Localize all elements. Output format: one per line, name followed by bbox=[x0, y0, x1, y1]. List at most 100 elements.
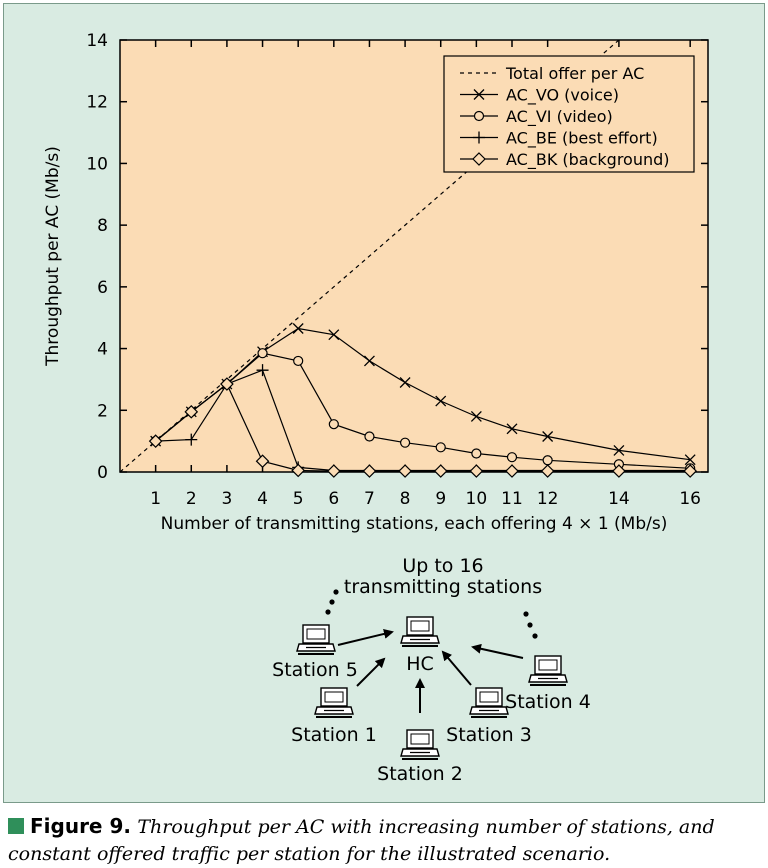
legend: Total offer per AC AC_VO (voice)AC_VI (vi… bbox=[443, 55, 695, 173]
y-axis-label: Throughput per AC (Mb/s) bbox=[43, 146, 63, 367]
legend-box bbox=[443, 55, 695, 173]
x-tick-label: 6 bbox=[328, 489, 339, 509]
data-point-diamond bbox=[469, 464, 484, 478]
legend-label: Total offer per AC bbox=[505, 64, 644, 83]
x-tick-label: 9 bbox=[435, 489, 446, 509]
data-point-circle bbox=[471, 448, 482, 459]
x-tick-label: 16 bbox=[679, 489, 701, 509]
data-point-diamond bbox=[184, 404, 199, 419]
data-point-diamond bbox=[540, 464, 555, 478]
diagram-title-line1: Up to 16 bbox=[402, 555, 483, 577]
data-point-x bbox=[613, 444, 625, 456]
x-tick-label: 5 bbox=[293, 489, 304, 509]
caption-label: Figure 9. bbox=[30, 814, 131, 838]
computer-station1-icon bbox=[314, 687, 354, 718]
y-tick-label: 2 bbox=[97, 401, 108, 421]
hc-label: HC bbox=[406, 653, 434, 675]
station-1-label: Station 1 bbox=[291, 724, 377, 746]
x-tick-label: 10 bbox=[466, 489, 488, 509]
data-point-circle bbox=[257, 348, 268, 359]
data-point-circle bbox=[435, 442, 446, 453]
data-point-diamond bbox=[148, 434, 163, 448]
x-tick-label: 1 bbox=[150, 489, 161, 509]
y-tick-label: 0 bbox=[97, 463, 108, 483]
y-tick-label: 8 bbox=[97, 216, 108, 236]
x-tick-labels: 1 2 3 4 5 6 7 8 9 10 11 12 14 16 bbox=[150, 489, 701, 509]
data-point-circle bbox=[473, 110, 485, 122]
legend-label: AC_BK (background) bbox=[506, 150, 670, 170]
caption-text: Throughput per AC with increasing number… bbox=[8, 816, 715, 865]
x-tick-label: 4 bbox=[257, 489, 268, 509]
dots-left bbox=[325, 589, 339, 615]
data-point-circle bbox=[328, 419, 339, 430]
x-tick-label: 8 bbox=[400, 489, 411, 509]
computer-hc-icon bbox=[400, 616, 440, 647]
data-point-x bbox=[292, 323, 304, 334]
arrow-station3-to-hc bbox=[441, 650, 472, 686]
x-tick-label: 11 bbox=[501, 489, 523, 509]
data-point-diamond bbox=[255, 454, 270, 469]
data-point-circle bbox=[506, 452, 518, 463]
data-point-diamond bbox=[683, 464, 698, 478]
data-point-diamond bbox=[472, 152, 486, 166]
station-5-label: Station 5 bbox=[272, 659, 358, 681]
data-point-diamond bbox=[291, 463, 306, 478]
series-4 bbox=[148, 377, 698, 478]
data-point-diamond bbox=[326, 464, 341, 478]
caption-square-icon bbox=[8, 818, 24, 834]
data-point-circle bbox=[399, 437, 411, 448]
y-tick-label: 6 bbox=[97, 278, 108, 298]
dots-right bbox=[523, 611, 538, 639]
y-tick-label: 10 bbox=[86, 154, 108, 174]
y-tick-label: 4 bbox=[97, 340, 108, 360]
data-point-diamond bbox=[433, 464, 448, 478]
legend-label: AC_BE (best effort) bbox=[506, 129, 658, 149]
x-axis-label: Number of transmitting stations, each of… bbox=[161, 514, 668, 534]
arrow-station5-to-hc bbox=[337, 629, 394, 646]
data-point-x bbox=[399, 377, 411, 388]
data-point-x bbox=[435, 395, 447, 407]
data-point-x bbox=[328, 329, 340, 341]
station-4-label: Station 4 bbox=[505, 691, 591, 713]
computer-station5-icon bbox=[296, 624, 336, 655]
data-point-diamond bbox=[398, 464, 412, 478]
series-0 bbox=[120, 40, 620, 472]
x-tick-label: 3 bbox=[221, 489, 232, 509]
data-point-x bbox=[684, 454, 696, 466]
data-point-diamond bbox=[505, 464, 519, 478]
y-tick-label: 12 bbox=[86, 93, 108, 113]
y-tick-label: 14 bbox=[86, 31, 108, 51]
computer-station3-icon bbox=[469, 687, 509, 718]
legend-label: AC_VO (voice) bbox=[506, 86, 619, 106]
data-point-circle bbox=[293, 355, 304, 367]
data-point-x bbox=[470, 410, 482, 422]
arrow-station1-to-hc bbox=[356, 657, 386, 687]
legend-label: AC_VI (video) bbox=[506, 107, 613, 127]
computer-station4-icon bbox=[528, 655, 568, 686]
data-point-circle bbox=[364, 431, 375, 442]
station-diagram: Up to 16 transmitting stations HC Statio… bbox=[272, 555, 591, 785]
station-2-label: Station 2 bbox=[377, 763, 463, 785]
data-point-diamond bbox=[612, 464, 626, 478]
x-tick-label: 2 bbox=[186, 489, 197, 509]
computer-station2-icon bbox=[400, 729, 440, 760]
x-tick-label: 12 bbox=[537, 489, 559, 509]
data-point-diamond bbox=[362, 464, 377, 478]
data-point-x bbox=[363, 355, 375, 367]
data-point-plus bbox=[185, 433, 198, 446]
series-layer bbox=[120, 40, 698, 478]
y-tick-labels: 0 2 4 6 8 10 12 14 bbox=[86, 31, 108, 483]
x-tick-label: 7 bbox=[364, 489, 375, 509]
data-point-diamond bbox=[220, 377, 234, 391]
series-line bbox=[155, 352, 691, 469]
station-3-label: Station 3 bbox=[446, 724, 532, 746]
diagram-title-line2: transmitting stations bbox=[344, 576, 542, 598]
data-point-x bbox=[542, 431, 554, 442]
data-point-x bbox=[506, 423, 518, 435]
data-point-plus bbox=[473, 131, 485, 144]
data-point-circle bbox=[542, 455, 553, 466]
series-line bbox=[120, 40, 620, 472]
data-point-x bbox=[473, 89, 485, 100]
arrow-station4-to-hc bbox=[471, 643, 524, 659]
data-point-plus bbox=[256, 364, 269, 377]
